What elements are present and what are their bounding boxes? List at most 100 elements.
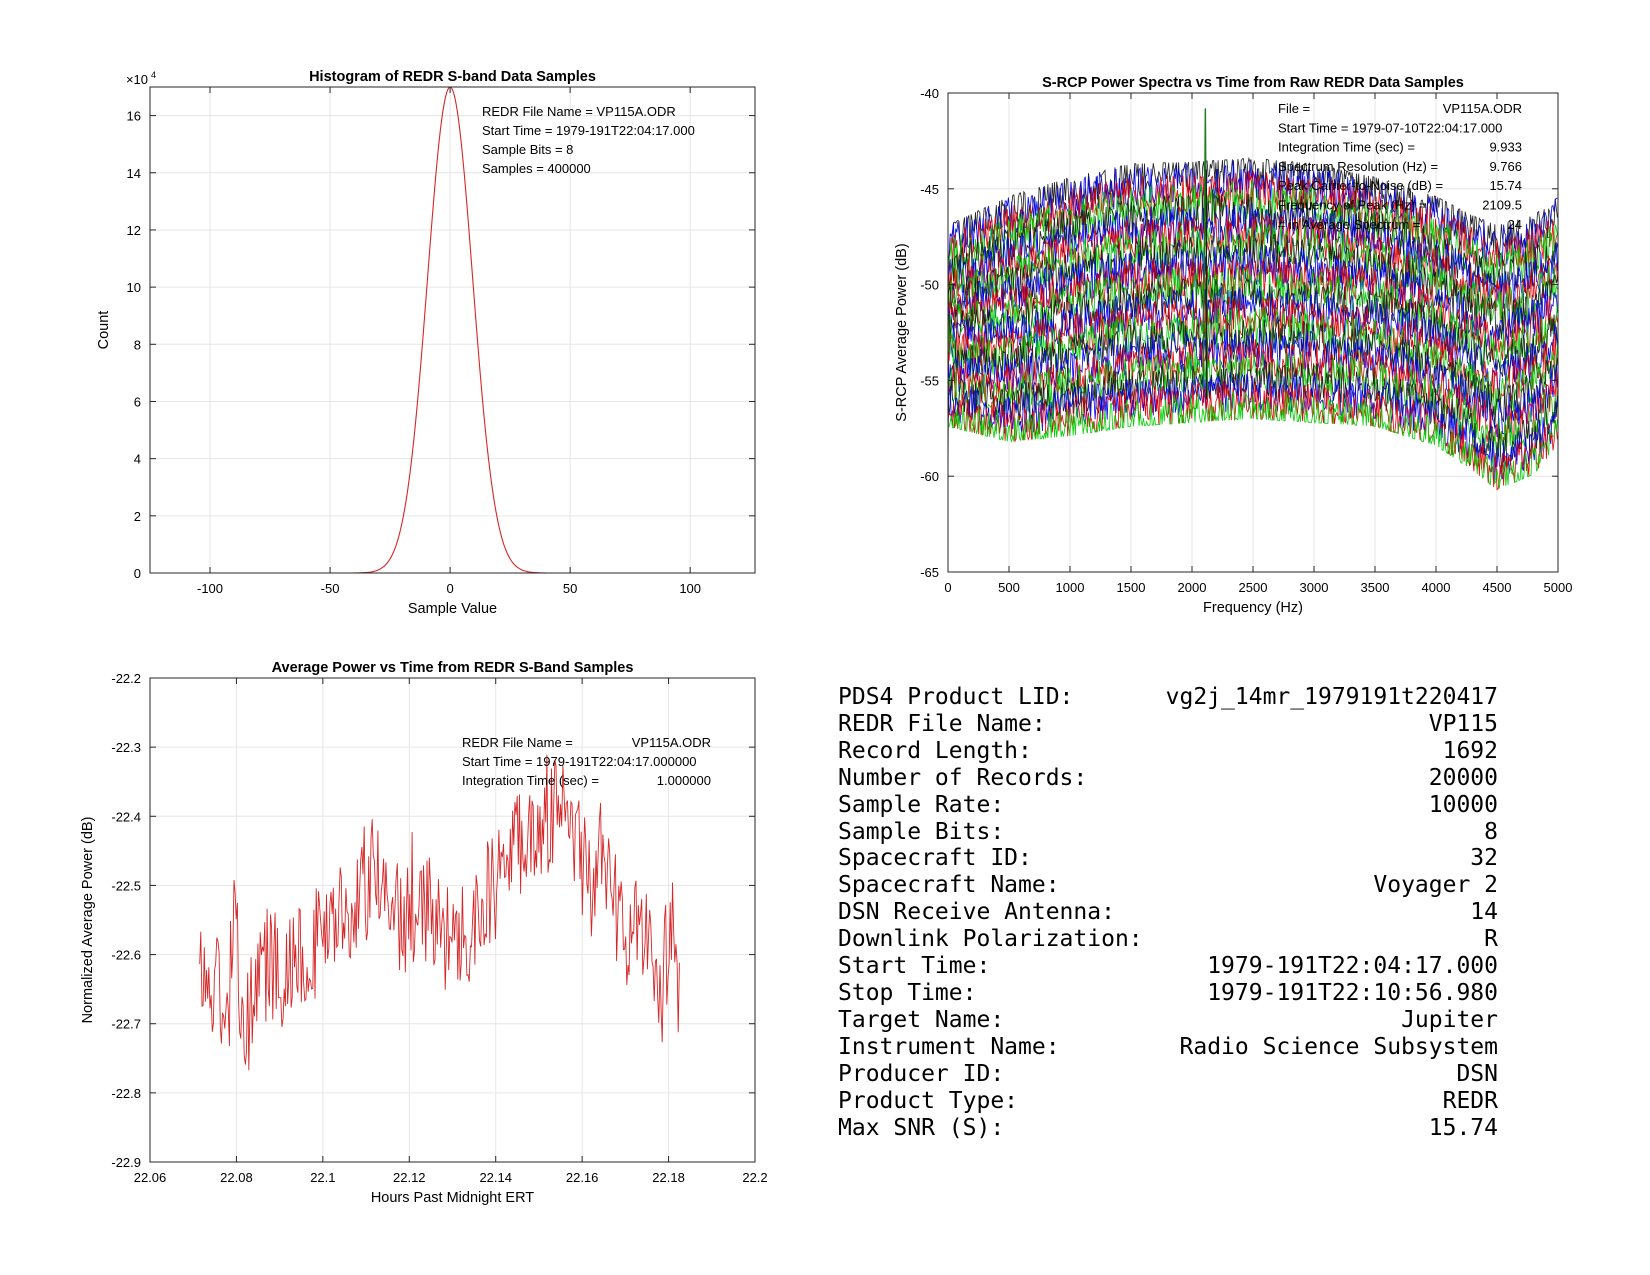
info-value: VP115 — [1428, 710, 1498, 737]
y-tick-label: -60 — [920, 469, 939, 484]
x-tick-label: 22.1 — [310, 1170, 335, 1185]
y-tick-label: -65 — [920, 565, 939, 580]
y-tick-label: -22.3 — [111, 740, 141, 755]
info-value: Radio Science Subsystem — [1179, 1033, 1499, 1060]
annotation-value: VP115A.ODR — [1443, 101, 1522, 116]
y-tick-label: 16 — [127, 109, 141, 124]
annotation-label: REDR File Name = — [462, 735, 573, 750]
y-tick-label: 10 — [127, 280, 141, 295]
y-tick-label: 8 — [134, 337, 141, 352]
y-tick-label: -22.7 — [111, 1017, 141, 1032]
x-tick-label: 2500 — [1239, 580, 1268, 595]
x-tick-label: 0 — [944, 580, 951, 595]
spectrum-trace — [947, 180, 1558, 285]
y-tick-label: 2 — [134, 509, 141, 524]
info-label: Number of Records: — [838, 764, 1088, 791]
info-label: Start Time: — [838, 953, 991, 980]
info-label: Product Type: — [838, 1087, 1019, 1114]
average-power-chart: 22.06 22.08 22.1 22.12 22.14 22.16 22.18 22.2 -2… — [80, 660, 768, 1206]
x-tick-label: 22.12 — [393, 1170, 426, 1185]
info-label: Sample Bits: — [838, 818, 1005, 845]
info-row: Target Name: Jupiter — [838, 1007, 1498, 1034]
info-value: R — [1484, 926, 1498, 953]
info-row: Start Time: 1979-191T22:04:17.000 — [838, 953, 1498, 980]
info-value: 10000 — [1428, 791, 1498, 818]
power-spectra-chart: 0 500 1000 1500 2000 2500 3000 3500 4000 4500 5000… — [894, 75, 1572, 616]
info-row: Sample Rate: 10000 — [838, 792, 1498, 819]
y-tick-label: 0 — [134, 566, 141, 581]
annotation-text: Sample Bits = 8 — [482, 142, 573, 157]
spectrum-trace — [947, 223, 1558, 331]
info-value: 1979-191T22:10:56.980 — [1207, 979, 1498, 1006]
x-tick-label: 50 — [563, 581, 577, 596]
info-value: vg2j_14mr_1979191t220417 — [1165, 684, 1498, 710]
info-row: Product Type: REDR — [838, 1088, 1498, 1115]
y-tick-label: -22.4 — [111, 809, 141, 824]
info-value: 8 — [1484, 818, 1498, 845]
annotation-label: Start Time = 1979-07-10T22:04:17.000 — [1278, 120, 1502, 135]
info-label: Stop Time: — [838, 979, 977, 1006]
info-value: Voyager 2 — [1373, 872, 1498, 899]
histogram-chart: -100 -50 0 50 100 0 2 4 6 8 10 12 14 16 Histogram of R… — [96, 69, 756, 617]
y-axis-label: Normalized Average Power (dB) — [80, 817, 96, 1024]
info-label: Producer ID: — [838, 1060, 1005, 1087]
info-row: Max SNR (S): 15.74 — [838, 1115, 1498, 1142]
x-tick-label: 1000 — [1056, 580, 1085, 595]
info-row: Spacecraft ID: 32 — [838, 845, 1498, 872]
annotation-label: Spectrum Resolution (Hz) = — [1278, 159, 1438, 174]
y-axis-label: Count — [96, 311, 112, 350]
x-tick-label: 5000 — [1544, 580, 1573, 595]
y-tick-label: -22.9 — [111, 1155, 141, 1170]
annotation-text: Samples = 400000 — [482, 161, 591, 176]
info-row: DSN Receive Antenna: 14 — [838, 899, 1498, 926]
x-tick-label: 4000 — [1422, 580, 1451, 595]
axes-frame — [149, 677, 756, 1163]
spectrum-trace — [947, 170, 1558, 419]
x-tick-label: -50 — [321, 581, 340, 596]
x-tick-label: 3500 — [1361, 580, 1390, 595]
x-tick-label: 22.08 — [220, 1170, 253, 1185]
info-label: PDS4 Product LID: — [838, 684, 1074, 710]
info-row: Instrument Name: Radio Science Subsystem — [838, 1034, 1498, 1061]
info-row: REDR File Name: VP115 — [838, 711, 1498, 738]
info-value: 20000 — [1428, 764, 1498, 791]
annotation-label: Start Time = 1979-191T22:04:17.000000 — [462, 754, 697, 769]
product-info-table: PDS4 Product LID: vg2j_14mr_1979191t22041… — [838, 684, 1498, 1141]
info-row: Producer ID: DSN — [838, 1061, 1498, 1088]
info-label: Sample Rate: — [838, 791, 1005, 818]
x-tick-label: 22.06 — [134, 1170, 167, 1185]
info-value: 14 — [1470, 899, 1498, 926]
info-row: PDS4 Product LID: vg2j_14mr_1979191t22041… — [838, 684, 1498, 711]
y-tick-label: -22.5 — [111, 878, 141, 893]
x-axis-label: Sample Value — [408, 601, 497, 617]
x-tick-label: 100 — [679, 581, 701, 596]
chart-title: Histogram of REDR S-band Data Samples — [309, 69, 596, 85]
info-label: Spacecraft ID: — [838, 845, 1032, 872]
annotation-value: VP115A.ODR — [632, 735, 711, 750]
info-row: Number of Records: 20000 — [838, 765, 1498, 792]
spectrum-trace — [947, 296, 1558, 403]
info-value: 15.74 — [1428, 1114, 1498, 1141]
info-label: Target Name: — [838, 1006, 1005, 1033]
y-exponent-power: 4 — [151, 70, 156, 80]
x-tick-label: 22.18 — [652, 1170, 685, 1185]
annotation-value: 2109.5 — [1482, 198, 1522, 213]
y-tick-label: -22.2 — [111, 671, 141, 686]
annotation-value: 9.766 — [1489, 159, 1522, 174]
spectrum-trace — [947, 318, 1558, 427]
x-tick-label: 22.14 — [479, 1170, 512, 1185]
annotation-label: File = — [1278, 101, 1310, 116]
x-tick-label: 22.16 — [566, 1170, 599, 1185]
y-tick-label: -22.6 — [111, 948, 141, 963]
x-tick-label: 0 — [446, 581, 453, 596]
annotation-value: 9.933 — [1489, 140, 1522, 155]
annotation-text: REDR File Name = VP115A.ODR — [482, 104, 676, 119]
x-axis-label: Frequency (Hz) — [1203, 600, 1303, 616]
x-tick-label: 1500 — [1117, 580, 1146, 595]
info-value: 32 — [1470, 845, 1498, 872]
annotation-value: 15.74 — [1489, 178, 1522, 193]
x-tick-label: 500 — [998, 580, 1020, 595]
x-tick-label: 3000 — [1300, 580, 1329, 595]
spectrum-trace — [947, 285, 1558, 396]
